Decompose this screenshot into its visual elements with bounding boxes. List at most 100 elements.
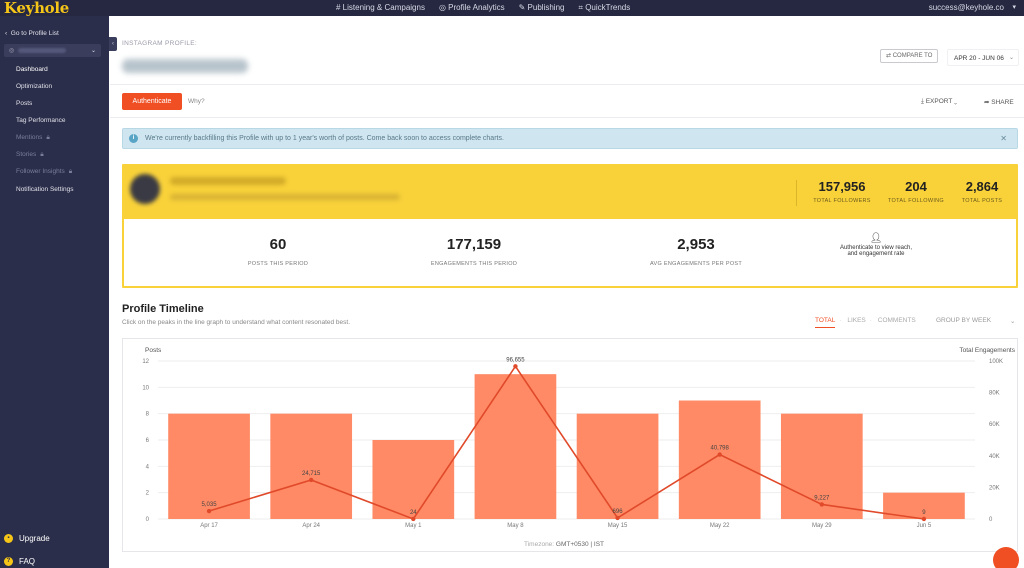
lock-icon: ▪ [4,534,13,543]
divider [796,180,797,206]
timezone-prefix: Timezone: [524,541,555,548]
stat-label: POSTS THIS PERIOD [247,261,309,267]
back-label: Go to Profile List [10,30,59,37]
profile-selector[interactable]: ◎ ⌄ [4,44,101,57]
bar-posts [372,440,455,519]
timeline-chart-svg: Posts Total Engagements024681012020K40K60… [142,347,1015,529]
engagements-this-period-stat: 177,159 ENGAGEMENTS THIS PERIOD [389,236,559,267]
stat-label: TOTAL FOLLOWING [887,198,945,204]
stat-value: 177,159 [446,236,502,253]
y-left-tick-label: 6 [146,438,150,444]
sidebar-item-label: Stories [16,151,37,158]
engagement-point [615,515,620,521]
group-by-value: GROUP BY WEEK [936,317,992,324]
y-right-tick-label: 80K [989,391,1000,397]
bar-posts [576,413,659,519]
stat-label: AVG ENGAGEMENTS PER POST [649,261,743,267]
top-navbar: Keyhole # Listening & Campaigns ◎ Profil… [0,0,1024,17]
engagement-point [921,516,927,522]
y-left-tick-label: 10 [142,385,149,391]
chevron-down-icon[interactable]: ▾ [1012,4,1016,11]
divider [110,84,1024,85]
top-nav: # Listening & Campaigns ◎ Profile Analyt… [336,3,630,13]
total-following-stat: 204 TOTAL FOLLOWING [876,179,956,204]
posts-this-period-stat: 60 POSTS THIS PERIOD [193,236,363,267]
engagement-point [411,516,416,522]
engagement-data-label: 9 [922,510,926,516]
x-tick-label: May 22 [710,523,730,529]
engagement-data-label: 96,655 [506,357,525,363]
divider [110,117,1024,118]
profile-type-label: INSTAGRAM PROFILE: [122,40,197,47]
chevron-left-icon: ‹ [5,30,8,37]
back-to-profile-list[interactable]: ‹ Go to Profile List [5,30,59,37]
nav-publishing[interactable]: ✎ Publishing [518,3,565,12]
tab-separator: · [839,317,842,324]
y-right-tick-label: 100K [989,359,1003,365]
sidebar-item-follower-insights[interactable]: Follower Insights 🔒︎ [16,168,72,176]
y-right-tick-label: 20K [989,485,1000,491]
authenticate-note[interactable]: 👤︎ Authenticate to view reach, and engag… [836,234,916,258]
y-left-tick-label: 4 [146,464,150,470]
chevron-down-icon: ⌄ [1008,55,1014,61]
sidebar-item-tag-performance[interactable]: Tag Performance [16,117,66,124]
chat-widget-button[interactable] [993,547,1019,568]
export-button[interactable]: ⤓ EXPORT ⌄ [921,98,957,106]
y-axis-right-title: Total Engagements [959,347,1015,354]
account-email[interactable]: success@keyhole.co [928,3,1004,12]
stat-label: ENGAGEMENTS THIS PERIOD [430,261,518,267]
sidebar-item-notification-settings[interactable]: Notification Settings [16,186,74,193]
date-range-picker[interactable]: APR 20 - JUN 06 ⌄ [947,49,1019,66]
timeline-title: Profile Timeline [122,303,204,315]
tab-likes[interactable]: LIKES [847,317,866,324]
y-axis-left-title: Posts [145,347,162,354]
nav-profile-analytics[interactable]: ◎ Profile Analytics [438,3,505,12]
stat-value: 204 [905,179,927,194]
stat-value: 2,953 [677,236,715,253]
compare-to-button[interactable]: ⇄ COMPARE TO [880,49,939,63]
total-posts-stat: 2,864 TOTAL POSTS [942,179,1022,204]
upgrade-link[interactable]: ▪ Upgrade [4,534,50,543]
account-name-redacted [170,177,286,185]
auth-note-text: Authenticate to view reach, and engageme… [839,244,913,258]
stat-label: TOTAL FOLLOWERS [813,198,871,204]
faq-link[interactable]: ? FAQ [4,557,35,566]
authenticate-button[interactable]: Authenticate [122,93,182,110]
lock-icon: 🔒︎ [46,134,50,141]
info-banner: i We're currently backfilling this Profi… [122,128,1018,149]
why-link[interactable]: Why? [188,98,205,105]
timezone-label: Timezone: GMT+0530 | IST [524,541,604,548]
chevron-down-icon: ⌄ [954,98,958,105]
stat-value: 60 [269,236,287,253]
engagement-point [206,508,212,514]
sidebar-item-dashboard[interactable]: Dashboard [16,66,48,73]
profile-stats-card: 157,956 TOTAL FOLLOWERS 204 TOTAL FOLLOW… [122,164,1018,288]
x-tick-label: May 8 [507,523,524,529]
profile-summary-bar: 157,956 TOTAL FOLLOWERS 204 TOTAL FOLLOW… [124,166,1016,219]
profile-icon: ◎ [9,48,15,54]
group-by-dropdown[interactable]: GROUP BY WEEK ⌄ [936,317,1015,325]
nav-listening-campaigns[interactable]: # Listening & Campaigns [336,3,425,12]
tab-total[interactable]: TOTAL [815,317,836,328]
profile-timeline-chart: Posts Total Engagements 0 2 4 6 8 10 12 0 20K 40K 60… [122,338,1018,552]
tab-comments[interactable]: COMMENTS [877,317,916,324]
sidebar-item-optimization[interactable]: Optimization [16,83,53,90]
nav-quicktrends[interactable]: ⌗ QuickTrends [578,3,631,12]
y-left-tick-label: 8 [146,412,150,418]
tab-separator: · [869,317,872,324]
keyhole-logo[interactable]: Keyhole [4,0,70,17]
close-icon[interactable]: ✕ [1000,134,1007,143]
sidebar-collapse-toggle[interactable]: ‹ [109,37,117,51]
engagement-data-label: 696 [613,509,624,515]
sidebar-item-stories[interactable]: Stories 🔒︎ [16,151,44,159]
engagement-point [819,502,825,507]
export-label: EXPORT [925,98,953,105]
share-button[interactable]: ➦ SHARE [984,98,1014,106]
y-right-tick-label: 40K [989,454,1000,460]
avatar [130,174,160,204]
sidebar: ‹ Go to Profile List ◎ ⌄ Dashboard Optim… [0,16,109,568]
sidebar-item-mentions[interactable]: Mentions 🔒︎ [16,134,50,142]
sidebar-item-posts[interactable]: Posts [16,100,33,107]
bar-posts [270,413,353,519]
lock-icon: 🔒︎ [40,151,44,158]
